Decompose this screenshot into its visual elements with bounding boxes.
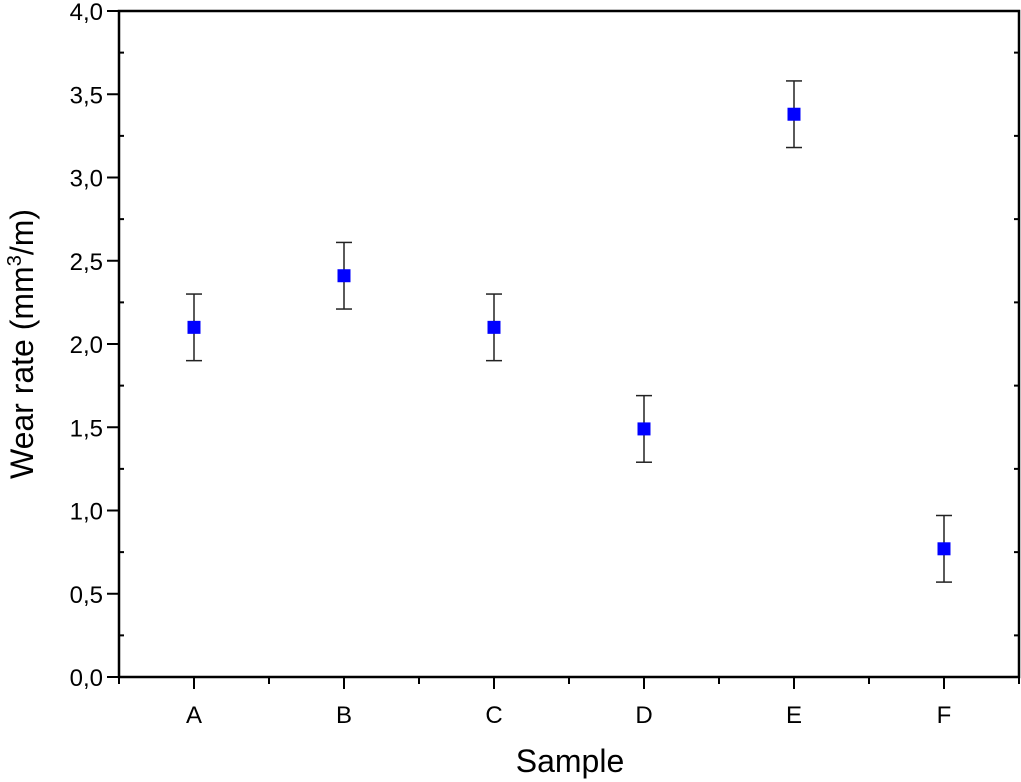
square-marker — [487, 320, 501, 334]
y-tick-label: 0,0 — [70, 665, 103, 692]
data-point — [486, 293, 502, 362]
y-axis: 0,0 0,5 1,0 1,5 2,0 2,5 3,0 3,5 4,0 — [70, 0, 1019, 692]
x-tick-label: A — [186, 702, 202, 729]
y-tick-label: 3,5 — [70, 82, 103, 109]
plot-border — [117, 9, 1021, 679]
square-marker — [637, 422, 651, 436]
data-point — [786, 80, 802, 149]
y-tick-label: 1,0 — [70, 499, 103, 526]
x-axis-title: Sample — [516, 743, 625, 779]
y-tick-label: 3,0 — [70, 166, 103, 193]
data-point — [636, 394, 652, 463]
square-marker — [937, 542, 951, 556]
y-tick-label: 2,5 — [70, 249, 103, 276]
square-marker — [337, 269, 351, 283]
y-tick-label: 1,5 — [70, 415, 103, 442]
plot-frame — [117, 9, 1021, 679]
y-tick-label: 4,0 — [70, 0, 103, 26]
x-axis: A B C D E F — [118, 677, 1020, 729]
y-tick-label: 2,0 — [70, 332, 103, 359]
y-axis-title: Wear rate (mm3/m) — [4, 209, 40, 479]
x-tick-label: D — [635, 702, 652, 729]
x-tick-label: E — [786, 702, 802, 729]
square-marker — [787, 107, 801, 121]
x-tick-label: B — [336, 702, 352, 729]
data-point — [336, 241, 352, 310]
data-point — [186, 293, 202, 362]
data-point — [936, 514, 952, 583]
y-tick-label: 0,5 — [70, 582, 103, 609]
x-tick-label: C — [485, 702, 502, 729]
square-marker — [187, 320, 201, 334]
x-tick-label: F — [937, 702, 952, 729]
data-series — [186, 80, 952, 583]
